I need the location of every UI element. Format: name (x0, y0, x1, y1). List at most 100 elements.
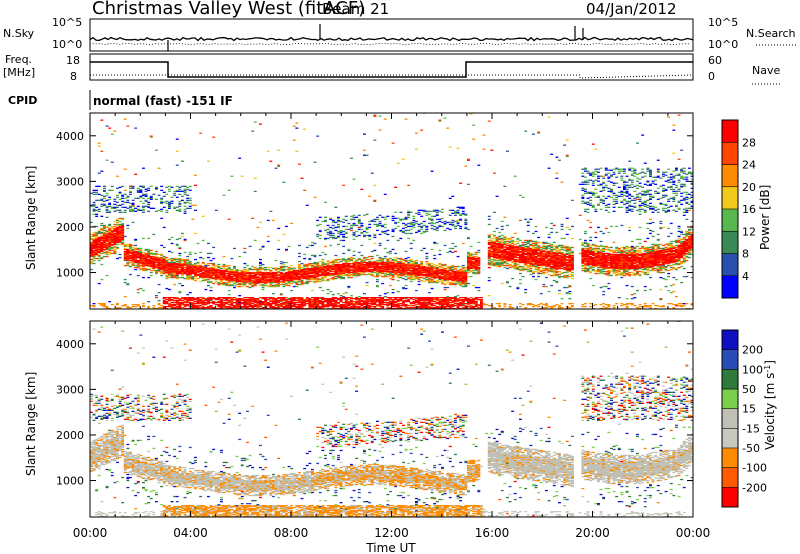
heatmap-cell (225, 274, 229, 277)
heatmap-cell (188, 205, 192, 207)
heatmap-cell (360, 270, 364, 273)
heatmap-cell (142, 262, 145, 265)
heatmap-cell (212, 262, 216, 265)
heatmap-cell (259, 266, 262, 269)
heatmap-cell (251, 305, 255, 307)
heatmap-cell (337, 298, 340, 300)
heatmap-cell (144, 248, 148, 251)
heatmap-cell (433, 298, 437, 300)
heatmap-cell (321, 260, 325, 263)
heatmap-cell (207, 264, 210, 267)
heatmap-cell (495, 253, 499, 256)
heatmap-cell (474, 303, 478, 305)
heatmap-cell (454, 278, 457, 281)
heatmap-cell (220, 270, 223, 273)
heatmap-cell (420, 265, 424, 268)
heatmap-cell (129, 202, 132, 204)
heatmap-cell (105, 238, 109, 241)
heatmap-cell (461, 207, 465, 209)
heatmap-cell (183, 272, 187, 275)
heatmap-cell (191, 305, 195, 307)
heatmap-cell (456, 224, 460, 227)
heatmap-cell (204, 273, 208, 276)
heatmap-cell (160, 267, 164, 270)
heatmap-cell (149, 207, 153, 209)
heatmap-cell (376, 299, 379, 301)
heatmap-cell (428, 302, 431, 304)
heatmap-cell (407, 265, 411, 268)
heatmap-cell (191, 300, 195, 302)
heatmap-cell (217, 301, 221, 303)
heatmap-cell (162, 195, 166, 197)
heatmap-cell (464, 297, 468, 299)
heatmap-cell (461, 271, 465, 274)
heatmap-cell (165, 272, 169, 275)
heatmap-cell (129, 248, 132, 251)
heatmap-cell (266, 297, 270, 299)
heatmap-cell (168, 188, 171, 190)
heatmap-cell (425, 228, 429, 231)
heatmap-cell (142, 259, 145, 262)
heatmap-cell (123, 193, 127, 195)
heatmap-cell (365, 303, 369, 305)
heatmap-cell (454, 211, 457, 213)
heatmap-cell (144, 259, 148, 262)
heatmap-cell (162, 201, 166, 203)
heatmap-cell (365, 226, 369, 229)
heatmap-cell (160, 210, 164, 212)
heatmap-cell (259, 306, 262, 308)
heatmap-cell (334, 303, 338, 305)
heatmap-cell (277, 298, 281, 300)
heatmap-cell (409, 278, 413, 281)
heatmap-cell (147, 197, 151, 199)
heatmap-cell (225, 272, 229, 275)
heatmap-cell (490, 245, 494, 248)
heatmap-cell (152, 259, 156, 262)
heatmap-cell (342, 293, 346, 295)
heatmap-cell (415, 272, 418, 275)
heatmap-cell (116, 206, 119, 208)
heatmap-cell (391, 266, 395, 269)
heatmap-cell (168, 267, 171, 270)
heatmap-cell (448, 209, 452, 211)
heatmap-cell (441, 282, 444, 285)
heatmap-cell (357, 261, 361, 264)
heatmap-cell (118, 238, 122, 241)
heatmap-cell (318, 273, 322, 276)
heatmap-cell (407, 297, 411, 299)
heatmap-cell (118, 186, 122, 188)
heatmap-cell (448, 304, 452, 306)
heatmap-cell (222, 271, 226, 274)
heatmap-cell (269, 266, 273, 269)
heatmap-cell (155, 149, 158, 151)
heatmap-cell (443, 263, 447, 266)
heatmap-cell (363, 301, 366, 303)
heatmap-cell (298, 244, 301, 247)
heatmap-cell (188, 199, 192, 201)
heatmap-cell (324, 273, 327, 276)
heatmap-cell (498, 245, 502, 248)
heatmap-cell (313, 269, 317, 272)
heatmap-cell (142, 237, 145, 240)
heatmap-cell (295, 307, 299, 309)
heatmap-cell (97, 257, 101, 260)
heatmap-cell (110, 229, 114, 232)
heatmap-cell (399, 267, 403, 270)
heatmap-cell (118, 234, 122, 237)
heatmap-cell (412, 239, 416, 242)
heatmap-cell (464, 226, 468, 229)
heatmap-cell (347, 305, 351, 307)
heatmap-cell (292, 267, 296, 270)
heatmap-cell (368, 265, 372, 268)
heatmap-cell (243, 262, 247, 265)
heatmap-cell (399, 229, 403, 232)
heatmap-cell (92, 250, 96, 253)
heatmap-cell (131, 259, 135, 262)
heatmap-cell (108, 233, 112, 236)
heatmap-cell (227, 283, 231, 286)
heatmap-cell (428, 307, 431, 309)
heatmap-cell (357, 219, 361, 222)
heatmap-cell (472, 263, 476, 266)
heatmap-cell (108, 234, 112, 237)
heatmap-cell (373, 223, 377, 226)
